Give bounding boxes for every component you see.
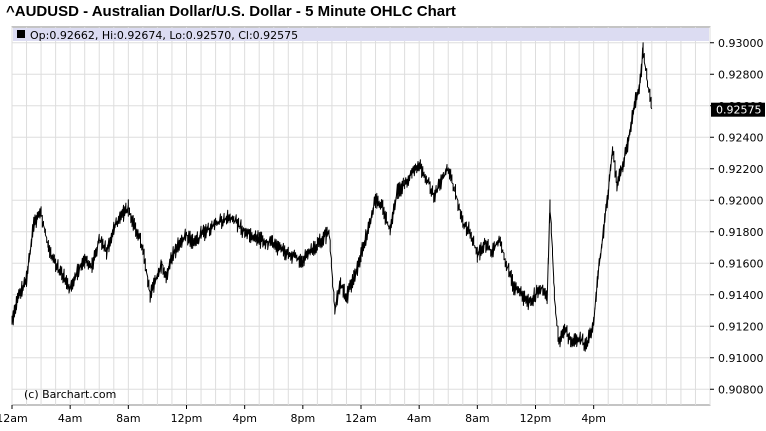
legend-low: Lo:0.92570 (169, 29, 231, 42)
x-tick-label: 4pm (581, 412, 606, 425)
x-tick-label: 12pm (520, 412, 552, 425)
legend-close: Cl:0.92575 (238, 29, 298, 42)
x-tick-label: 12pm (171, 412, 203, 425)
series-layer (11, 42, 653, 352)
chart-credit: (c) Barchart.com (24, 388, 116, 401)
x-tick-label: 12am (0, 412, 28, 425)
y-tick-label: 0.92000 (718, 194, 764, 207)
x-tick-label: 4pm (232, 412, 257, 425)
x-tick-label: 8am (116, 412, 140, 425)
last-price-box (711, 102, 765, 117)
x-tick-label: 12am (345, 412, 376, 425)
y-tick-label: 0.91000 (718, 352, 764, 365)
y-tick-label: 0.92200 (718, 163, 764, 176)
last-price-marker: 0.92575 (711, 102, 765, 117)
y-tick-label: 0.91200 (718, 320, 764, 333)
last-price-label: 0.92575 (716, 104, 762, 117)
ohlc-legend: Op:0.92662, Hi:0.92674, Lo:0.92570, Cl:0… (30, 29, 298, 42)
y-tick-label: 0.90800 (718, 383, 764, 396)
y-tick-label: 0.91400 (718, 289, 764, 302)
y-tick-label: 0.92400 (718, 131, 764, 144)
y-tick-label: 0.92800 (718, 68, 764, 81)
chart-title: ^AUDUSD - Australian Dollar/U.S. Dollar … (6, 3, 456, 20)
legend-open: Op:0.92662 (30, 29, 95, 42)
y-axis: 0.930000.928000.926000.924000.922000.920… (710, 37, 764, 396)
y-tick-label: 0.93000 (718, 37, 764, 50)
price-series-line (11, 42, 653, 352)
x-tick-label: 8pm (290, 412, 315, 425)
x-tick-label: 8am (465, 412, 489, 425)
x-tick-label: 4am (58, 412, 82, 425)
legend-square-icon (17, 30, 25, 38)
x-tick-label: 4am (407, 412, 431, 425)
y-tick-label: 0.91800 (718, 226, 764, 239)
legend-high: Hi:0.92674 (102, 29, 163, 42)
x-axis: 12am 4am 8am 12pm 4pm 8pm 12am 4am 8am 12pm 4pm (0, 405, 606, 425)
legend-band (13, 28, 709, 41)
y-tick-label: 0.91600 (718, 257, 764, 270)
